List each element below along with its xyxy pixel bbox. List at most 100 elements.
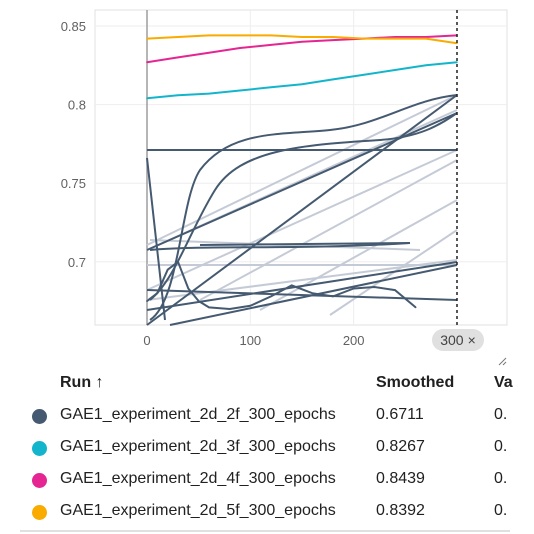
wrap-ghost-line: [146, 259, 458, 301]
series-point-4: [239, 34, 241, 37]
series-point-1: [146, 300, 148, 302]
wrap-artifact-lines: [146, 94, 458, 326]
series-point-4: [301, 36, 303, 38]
series-point-3: [239, 47, 241, 49]
series-point-2: [394, 69, 396, 71]
run-name: GAE1_experiment_2d_5f_300_epochs: [60, 502, 336, 519]
series-point-3: [425, 36, 427, 38]
wrap-dark-curve: [149, 94, 458, 321]
value-cell: 0.: [494, 502, 508, 519]
series-point-1: [270, 295, 272, 298]
x-tick-label: 0: [143, 333, 150, 348]
series-line-2: [146, 61, 458, 100]
series-point-1: [290, 284, 293, 287]
y-tick-label: 0.8: [68, 98, 86, 113]
series-point-3: [332, 39, 334, 41]
series-point-3: [394, 36, 396, 38]
series-point-1: [311, 292, 314, 295]
series-point-2: [177, 94, 179, 96]
series-point-4: [208, 34, 210, 37]
series-point-2: [363, 73, 365, 76]
series-point-1: [394, 289, 396, 291]
series-point-1: [197, 300, 200, 302]
column-header-run[interactable]: Run ↑: [60, 374, 104, 391]
x-tick-label: 100: [239, 333, 261, 348]
series-point-1: [414, 306, 417, 309]
smoothed-value: 0.8267: [376, 438, 425, 455]
smoothed-value: 0.6711: [376, 406, 424, 423]
y-tick-label: 0.75: [61, 176, 86, 191]
series-point-2: [239, 89, 241, 92]
value-cell: 0.: [494, 438, 508, 455]
series-point-4: [146, 37, 148, 40]
series-point-1: [187, 287, 190, 290]
x-tick-label: 200: [343, 333, 365, 348]
y-tick-label: 0.7: [68, 255, 86, 270]
runs-table: Run ↑ Smoothed Va GAE1_experiment_2d_2f_…: [0, 366, 534, 534]
series-lines: [146, 34, 458, 311]
series-point-1: [352, 287, 355, 290]
series-point-3: [177, 56, 179, 59]
hover-step-chip[interactable]: 300 ×: [432, 329, 484, 351]
series-point-3: [270, 44, 272, 46]
series-point-4: [425, 37, 427, 40]
wrap-dark-line: [199, 242, 411, 246]
y-axis-ticks: 0.85 0.8 0.75 0.7: [61, 19, 86, 270]
table-bottom-border: [20, 530, 510, 532]
smoothed-value: 0.8439: [376, 470, 425, 487]
run-name: GAE1_experiment_2d_2f_300_epochs: [60, 406, 336, 423]
column-header-smoothed[interactable]: Smoothed: [376, 374, 455, 391]
y-tick-label: 0.85: [61, 19, 86, 34]
wrap-dark-curve: [149, 242, 411, 251]
wrap-ghost-line: [259, 199, 458, 311]
series-point-4: [394, 37, 396, 40]
series-point-1: [208, 306, 210, 309]
series-point-2: [270, 86, 272, 89]
series-point-1: [166, 268, 169, 271]
run-color-dot: [32, 441, 47, 456]
run-color-dot: [32, 409, 47, 424]
smoothed-value: 0.8392: [376, 502, 425, 519]
run-name: GAE1_experiment_2d_4f_300_epochs: [60, 470, 336, 487]
series-point-1: [177, 261, 179, 263]
resize-handle-icon[interactable]: [497, 356, 507, 366]
wrap-ghost-line: [199, 159, 458, 301]
series-point-3: [208, 51, 210, 54]
series-point-4: [270, 34, 272, 37]
series-point-2: [425, 64, 427, 67]
series-point-2: [456, 61, 458, 63]
run-color-dot: [32, 505, 47, 520]
series-point-3: [301, 40, 303, 43]
line-chart[interactable]: 0.85 0.8 0.75 0.7 0 100 200: [0, 0, 534, 360]
column-header-value[interactable]: Va: [494, 374, 513, 391]
series-point-2: [208, 92, 210, 95]
wrap-dark-line: [146, 157, 166, 321]
series-point-2: [146, 97, 148, 100]
series-point-1: [373, 286, 376, 288]
x-axis-ticks: 0 100 200: [143, 333, 364, 348]
value-cell: 0.: [494, 406, 508, 423]
wrap-dark-line: [146, 94, 458, 326]
series-point-3: [146, 61, 148, 63]
run-color-dot: [32, 473, 47, 488]
close-icon[interactable]: ×: [467, 332, 476, 348]
wrap-dark-curve: [149, 112, 458, 301]
series-point-4: [332, 36, 334, 38]
series-point-1: [249, 305, 252, 307]
hover-step-label: 300: [440, 332, 464, 348]
table-row[interactable]: GAE1_experiment_2d_3f_300_epochs 0.8267 …: [0, 432, 534, 464]
series-point-4: [363, 37, 365, 40]
value-cell: 0.: [494, 470, 508, 487]
series-point-4: [177, 36, 179, 38]
series-point-1: [156, 292, 159, 295]
series-point-2: [301, 83, 303, 85]
plot-frame: [94, 9, 508, 326]
series-point-1: [332, 295, 334, 298]
table-row[interactable]: GAE1_experiment_2d_5f_300_epochs 0.8392 …: [0, 496, 534, 528]
series-point-2: [332, 78, 334, 81]
wrap-ghost-line: [146, 149, 458, 291]
run-name: GAE1_experiment_2d_3f_300_epochs: [60, 438, 336, 455]
table-row[interactable]: GAE1_experiment_2d_2f_300_epochs 0.6711 …: [0, 400, 534, 432]
table-row[interactable]: GAE1_experiment_2d_4f_300_epochs 0.8439 …: [0, 464, 534, 496]
series-point-1: [228, 308, 231, 310]
